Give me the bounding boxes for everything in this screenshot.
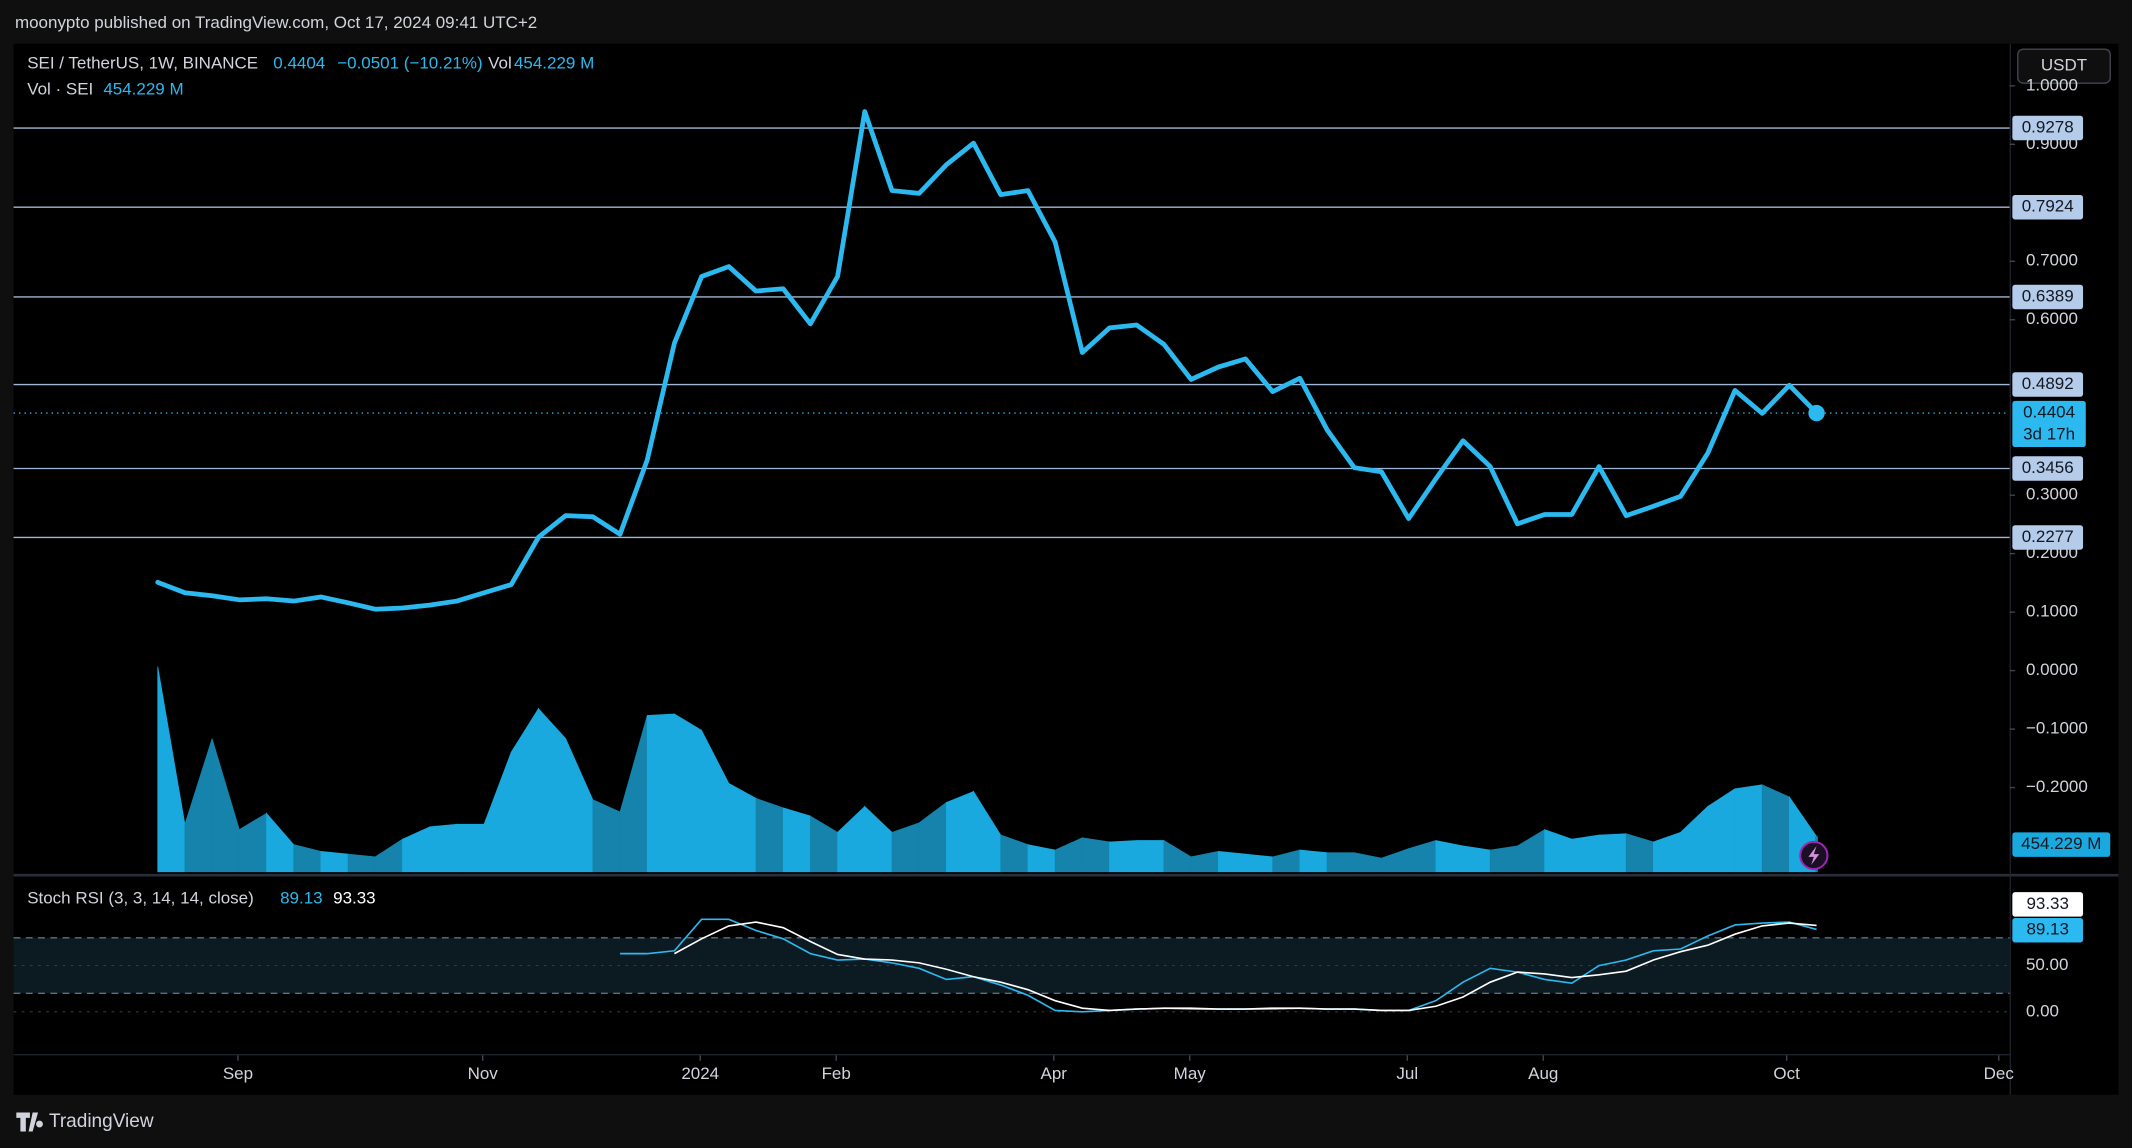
level-label: 0.4892 — [2022, 374, 2074, 393]
currency-button[interactable] — [2017, 48, 2111, 84]
stoch-k-value: 89.13 — [280, 888, 323, 907]
stoch-k-tag-bg — [2012, 918, 2084, 943]
overlay: SEI / TetherUS, 1W, BINANCE 0.4404 −0.05… — [16, 54, 1829, 1132]
volume-area — [429, 823, 458, 873]
volume-area — [1109, 840, 1138, 873]
volume-area — [592, 799, 621, 873]
x-tick-label: May — [1174, 1064, 1207, 1083]
stoch-k-tag: 89.13 — [2026, 920, 2069, 939]
last-price-label: 0.4404 — [2023, 403, 2075, 422]
stoch-d-tag-bg — [2012, 892, 2084, 917]
legend-vol-value: 454.229 M — [514, 54, 594, 73]
x-tick-label: Apr — [1041, 1064, 1068, 1083]
y-tick-label: 0.0000 — [2026, 660, 2078, 679]
plot: 1.00000.90000.70000.60000.30000.20000.10… — [13, 75, 2111, 1083]
volume-area — [782, 807, 811, 873]
x-tick-label: Sep — [223, 1064, 253, 1083]
volume-tag — [2012, 832, 2111, 857]
volume-legend: Vol · SEI — [27, 79, 93, 98]
y-tick-label: 0.7000 — [2026, 251, 2078, 270]
volume-legend-value: 454.229 M — [103, 79, 183, 98]
level-label-bg — [2012, 456, 2084, 481]
y-tick-label: 0.3000 — [2026, 485, 2078, 504]
level-label-bg — [2012, 284, 2084, 310]
volume-area — [456, 823, 485, 873]
alert-bolt — [1808, 845, 1820, 865]
volume-area — [755, 797, 784, 873]
y-tick-label: −0.1000 — [2026, 719, 2088, 738]
x-tick-label: 2024 — [681, 1064, 719, 1083]
currency-label[interactable]: USDT — [2041, 56, 2087, 75]
level-label: 0.3456 — [2022, 458, 2074, 477]
x-tick-label: Nov — [468, 1064, 499, 1083]
last-price-dot — [1808, 404, 1825, 422]
volume-area — [946, 791, 974, 873]
volume-tag-label: 454.229 M — [2021, 834, 2101, 853]
countdown: 3d 17h — [2023, 424, 2075, 443]
y-tick-label: −0.2000 — [2026, 777, 2088, 796]
level-label-bg — [2012, 115, 2084, 141]
volume-area — [1761, 784, 1790, 873]
level-label: 0.9278 — [2022, 118, 2074, 137]
x-tick-label: Jul — [1396, 1064, 1418, 1083]
y-tick-label: 0.1000 — [2026, 602, 2078, 621]
chart-area — [13, 43, 2119, 1095]
volume-area — [1217, 851, 1246, 873]
x-tick-label: Dec — [1984, 1064, 2015, 1083]
volume-area — [728, 782, 757, 873]
volume-area — [674, 713, 702, 873]
x-tick-label: Aug — [1528, 1064, 1558, 1083]
x-tick-label: Oct — [1773, 1064, 1800, 1083]
x-tick-label: Feb — [822, 1064, 851, 1083]
legend-change: −0.0501 (−10.21%) — [337, 54, 482, 73]
symbol-legend: SEI / TetherUS, 1W, BINANCE — [27, 54, 258, 73]
volume-area — [320, 851, 349, 873]
volume-area — [1326, 852, 1355, 873]
volume-area — [1734, 784, 1763, 873]
price-line — [155, 109, 1819, 612]
level-label: 0.7924 — [2022, 197, 2074, 216]
level-label: 0.2277 — [2022, 527, 2074, 546]
volume-area — [1081, 837, 1110, 873]
legend-vol-label: Vol — [488, 54, 512, 73]
volume-area — [347, 853, 376, 873]
volume-area — [646, 713, 675, 873]
volume-area — [1571, 834, 1600, 873]
level-label: 0.6389 — [2022, 286, 2074, 305]
level-label-bg — [2012, 194, 2084, 220]
y-tick-label: 50.00 — [2026, 955, 2069, 974]
brand-logo — [16, 1112, 43, 1132]
volume-area — [1245, 853, 1274, 873]
stoch-d-tag: 93.33 — [2026, 894, 2069, 913]
stoch-line — [674, 921, 1817, 1012]
level-label-bg — [2012, 372, 2084, 397]
volume-area — [1462, 845, 1491, 873]
volume-area — [1598, 833, 1627, 873]
stoch-legend: Stoch RSI (3, 3, 14, 14, close) — [27, 888, 254, 907]
y-tick-label: 0.6000 — [2026, 309, 2078, 328]
level-label-bg — [2012, 525, 2084, 550]
y-tick-label: 1.0000 — [2026, 75, 2078, 94]
volume-area — [1489, 845, 1518, 873]
stoch-d-value: 93.33 — [333, 888, 376, 907]
published-note: moonypto published on TradingView.com, O… — [15, 13, 537, 32]
last-price-tag — [2012, 400, 2086, 448]
legend-price: 0.4404 — [273, 54, 325, 73]
volume-area — [1136, 840, 1165, 873]
volume-area — [1435, 840, 1464, 873]
y-tick-label: 0.00 — [2026, 1001, 2059, 1020]
volume-area — [1299, 849, 1328, 873]
brand-name: TradingView — [49, 1111, 154, 1132]
